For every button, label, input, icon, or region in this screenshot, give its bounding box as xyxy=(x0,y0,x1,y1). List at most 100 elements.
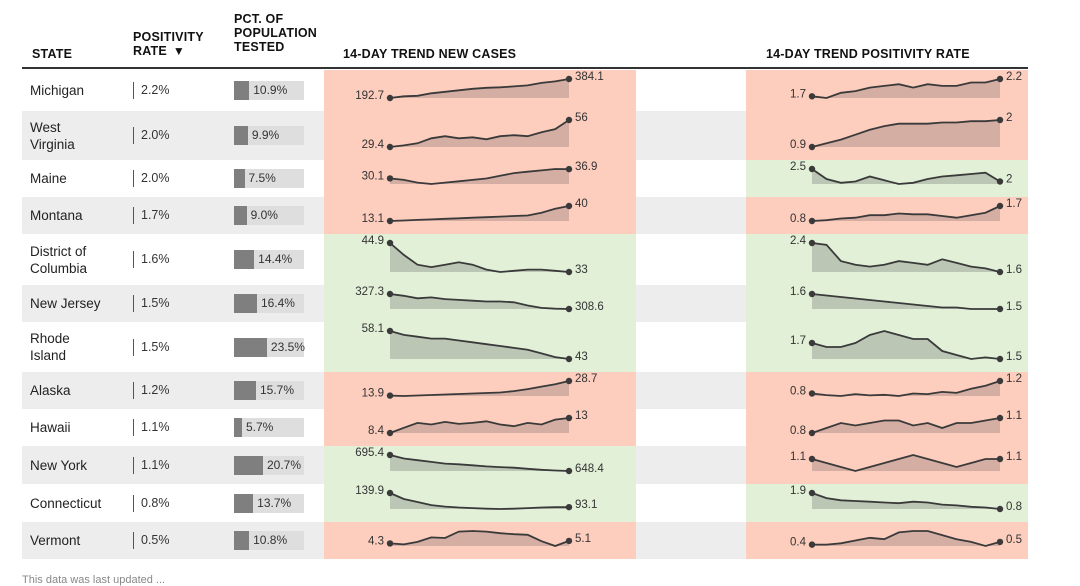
pr-trend-start-label: 1.7 xyxy=(790,335,806,347)
pct-tested-bar-track: 10.8% xyxy=(234,531,304,550)
pr-trend-sparkline: 1.7 2.2 xyxy=(790,71,1022,100)
pct-tested-bar xyxy=(234,169,245,188)
pr-trend-start-label: 1.9 xyxy=(790,485,806,497)
state-name: New York xyxy=(30,457,88,473)
table-row[interactable]: West Virginia 2.0% 9.9% 29.4 56 0.9 2 xyxy=(0,111,1080,160)
cases-trend-area xyxy=(390,206,569,221)
table-row[interactable]: Maine 2.0% 7.5% 30.1 36.9 2.5 2 xyxy=(0,160,1080,197)
pct-tested-bar-track: 13.7% xyxy=(234,493,304,513)
table-row[interactable]: Montana 1.7% 9.0% 13.1 40 0.8 1.7 xyxy=(0,197,1080,234)
pr-trend-end-point xyxy=(996,414,1004,422)
cases-trend-cell: 8.4 13 xyxy=(324,409,636,446)
pct-tested-value: 15.7% xyxy=(259,383,294,397)
header-pop-line1: PCT. OF xyxy=(234,12,284,26)
pr-trend-end-point xyxy=(996,538,1004,546)
header-state[interactable]: STATE xyxy=(32,47,72,61)
pct-tested-value: 14.4% xyxy=(258,252,293,266)
table-row[interactable]: New Jersey 1.5% 16.4% 327.3 308.6 1.6 1.5 xyxy=(0,285,1080,322)
cases-trend-sparkline: 13.1 40 xyxy=(362,198,588,225)
cases-trend-line xyxy=(389,205,570,222)
table-row[interactable]: Vermont 0.5% 10.8% 4.3 5.1 0.4 0.5 xyxy=(0,522,1080,559)
pct-tested-bar xyxy=(234,337,267,357)
cases-trend-end-point xyxy=(565,355,573,363)
state-name: Connecticut xyxy=(30,495,102,511)
positivity-rate-value: 1.5% xyxy=(133,295,170,312)
pct-tested-bar xyxy=(234,418,242,437)
state-name: Vermont xyxy=(30,533,81,548)
header-positivity-rate[interactable]: POSITIVITY RATE ▼ xyxy=(133,30,204,58)
cases-trend-area xyxy=(390,455,569,471)
table-row[interactable]: New York 1.1% 20.7% 695.4 648.4 1.1 1.1 xyxy=(0,446,1080,484)
pct-tested-bar xyxy=(234,126,248,145)
footer-note: This data was last updated ... xyxy=(22,574,166,586)
cases-trend-line xyxy=(389,417,570,434)
cases-trend-end-point xyxy=(565,377,573,385)
pr-trend-area xyxy=(812,455,1000,471)
header-pop-line3: TESTED xyxy=(234,40,285,54)
cases-trend-cell: 58.1 43 xyxy=(324,322,636,372)
header-state-label: STATE xyxy=(32,47,73,61)
pr-trend-end-point xyxy=(996,116,1004,124)
pct-tested-bar xyxy=(234,81,250,100)
cases-trend-start-label: 13.9 xyxy=(362,388,384,400)
table-row[interactable]: Hawaii 1.1% 5.7% 8.4 13 0.8 1.1 xyxy=(0,409,1080,446)
pr-trend-sparkline: 0.8 1.2 xyxy=(790,373,1022,398)
cases-trend-area xyxy=(390,381,569,396)
state-name: Montana xyxy=(30,208,83,223)
cases-trend-start-label: 695.4 xyxy=(355,447,384,459)
table-row[interactable]: Connecticut 0.8% 13.7% 139.9 93.1 1.9 0.8 xyxy=(0,484,1080,522)
cases-trend-line xyxy=(389,293,570,310)
pr-trend-area xyxy=(812,331,1000,359)
positivity-trend-cell: 1.7 1.5 xyxy=(746,322,1028,372)
pr-trend-end-label: 2.2 xyxy=(1006,71,1022,83)
pct-tested-value: 9.9% xyxy=(251,128,280,142)
pct-tested-bar xyxy=(234,493,254,513)
cases-trend-cell: 192.7 384.1 xyxy=(324,70,636,111)
pct-tested-value: 7.5% xyxy=(248,171,276,185)
positivity-rate-value: 1.5% xyxy=(133,338,170,356)
cases-trend-end-label: 40 xyxy=(575,198,588,210)
pr-trend-end-point xyxy=(996,377,1004,385)
positivity-trend-cell: 1.7 2.2 xyxy=(746,70,1028,111)
pr-trend-line xyxy=(811,330,1001,360)
pr-trend-start-label: 1.6 xyxy=(790,286,806,298)
pr-trend-start-label: 1.7 xyxy=(790,88,806,100)
pr-trend-start-label: 2.5 xyxy=(790,161,806,173)
cases-trend-cell: 4.3 5.1 xyxy=(324,522,636,559)
cases-trend-start-label: 44.9 xyxy=(362,235,384,247)
table-row[interactable]: District of Columbia 1.6% 14.4% 44.9 33 2.4 1.… xyxy=(0,234,1080,285)
positivity-rate-value: 1.7% xyxy=(133,207,170,224)
pr-trend-start-point xyxy=(808,290,816,298)
positivity-trend-cell: 1.1 1.1 xyxy=(746,446,1028,484)
cases-trend-end-label: 93.1 xyxy=(575,499,597,511)
pct-tested-bar xyxy=(234,250,255,269)
sort-descending-icon[interactable]: ▼ xyxy=(172,44,185,58)
table-row[interactable]: Alaska 1.2% 15.7% 13.9 28.7 0.8 1.2 xyxy=(0,372,1080,409)
pr-trend-end-point xyxy=(996,355,1004,363)
state-name: Alaska xyxy=(30,383,71,398)
cases-trend-start-point xyxy=(386,429,394,437)
pr-trend-end-label: 1.1 xyxy=(1006,451,1022,463)
pr-trend-line xyxy=(811,119,1001,148)
header-positivity-line1: POSITIVITY xyxy=(133,30,204,44)
pr-trend-start-point xyxy=(808,239,816,247)
pr-trend-sparkline: 1.9 0.8 xyxy=(790,485,1022,513)
cases-trend-end-label: 56 xyxy=(575,112,588,124)
pct-tested-bar-track: 20.7% xyxy=(234,455,304,475)
positivity-rate-value: 2.0% xyxy=(133,127,170,144)
pr-trend-line xyxy=(812,530,1001,547)
cases-trend-line xyxy=(389,330,570,360)
pr-trend-start-label: 0.8 xyxy=(790,213,806,225)
cases-trend-cell: 44.9 33 xyxy=(324,234,636,285)
header-positivity-trend: 14-DAY TREND POSITIVITY RATE xyxy=(766,47,970,61)
table-row[interactable]: Michigan 2.2% 10.9% 192.7 384.1 1.7 2.2 xyxy=(0,70,1080,111)
positivity-trend-cell: 0.4 0.5 xyxy=(746,522,1028,559)
state-name: District of Columbia xyxy=(30,243,88,276)
pr-trend-end-point xyxy=(996,505,1004,513)
cases-trend-start-point xyxy=(386,451,394,459)
cases-trend-sparkline: 695.4 648.4 xyxy=(355,447,604,475)
cases-trend-end-label: 308.6 xyxy=(575,301,604,313)
header-pct-population-tested[interactable]: PCT. OF POPULATION TESTED xyxy=(234,12,317,54)
table-row[interactable]: Rhode Island 1.5% 23.5% 58.1 43 1.7 1.5 xyxy=(0,322,1080,372)
pr-trend-sparkline: 0.4 0.5 xyxy=(790,530,1022,549)
